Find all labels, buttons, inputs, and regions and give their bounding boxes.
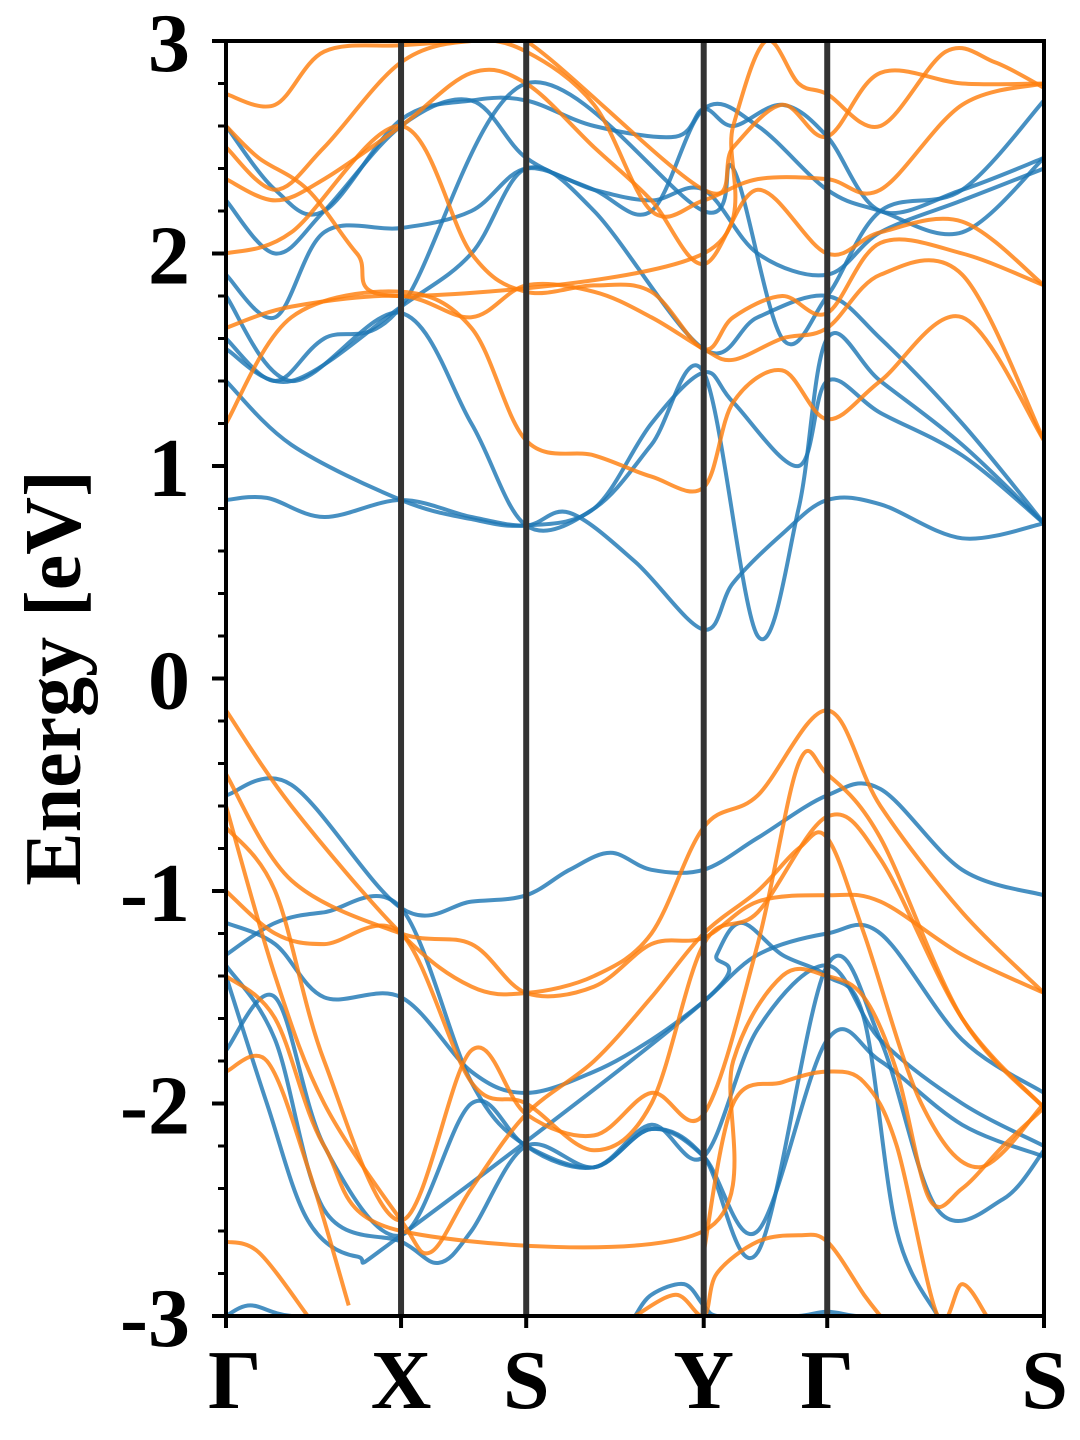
x-tick-label-2: S [503, 1334, 550, 1427]
band-line-down-29 [226, 1053, 351, 1306]
y-tick-label: 3 [148, 0, 190, 90]
band-line-up-7 [226, 80, 1044, 383]
band-line-up-5 [226, 97, 1044, 256]
band-line-down-30 [701, 1069, 989, 1316]
band-line-down-20 [226, 41, 1044, 219]
band-line-down-23 [226, 708, 1044, 997]
x-tick-label-5: S [1021, 1334, 1068, 1427]
band-line-up-0 [226, 494, 1044, 632]
y-tick-label: 2 [148, 210, 190, 303]
y-tick-label: 0 [148, 635, 190, 728]
band-line-down-26 [226, 812, 1044, 1153]
band-line-up-8 [226, 776, 1044, 918]
band-line-down-24 [226, 773, 1044, 999]
x-tick-label-1: X [371, 1334, 432, 1427]
band-line-down-32 [634, 1232, 882, 1316]
band-line-up-2 [226, 294, 1044, 642]
band-line-down-22 [226, 41, 1044, 298]
band-line-up-14 [226, 1303, 374, 1316]
y-axis-title: Energy [eV] [10, 470, 98, 885]
band-line-down-25 [226, 748, 1044, 1223]
band-line-down-18 [226, 124, 1044, 352]
band-line-down-27 [226, 805, 1044, 1256]
band-line-down-16 [226, 289, 1044, 494]
band-line-up-12 [226, 953, 1044, 1265]
high-symmetry-lines [224, 41, 1046, 1328]
band-line-down-28 [226, 966, 1044, 1250]
band-line-up-1 [226, 370, 1044, 528]
y-tick-label: -2 [120, 1060, 190, 1153]
x-tick-label-4: Γ [801, 1334, 854, 1427]
y-tick-label: 1 [148, 422, 190, 515]
band-line-up-13 [226, 920, 940, 1316]
band-line-down-19 [226, 67, 1044, 287]
band-lines [226, 41, 1044, 1316]
band-line-up-6 [226, 95, 1044, 217]
y-axis-ticks [212, 39, 226, 1318]
band-line-up-9 [226, 921, 1044, 1095]
y-tick-label: -1 [120, 847, 190, 940]
plot-frame [224, 39, 1046, 1318]
x-tick-label-3: Y [673, 1334, 734, 1427]
band-line-up-15 [633, 1281, 881, 1316]
band-line-down-31 [226, 1239, 310, 1316]
y-axis-labels: -3 -2 -1 0 1 2 3 [120, 0, 190, 1365]
x-tick-label-0: Γ [208, 1334, 261, 1427]
y-tick-label: -3 [120, 1272, 190, 1365]
